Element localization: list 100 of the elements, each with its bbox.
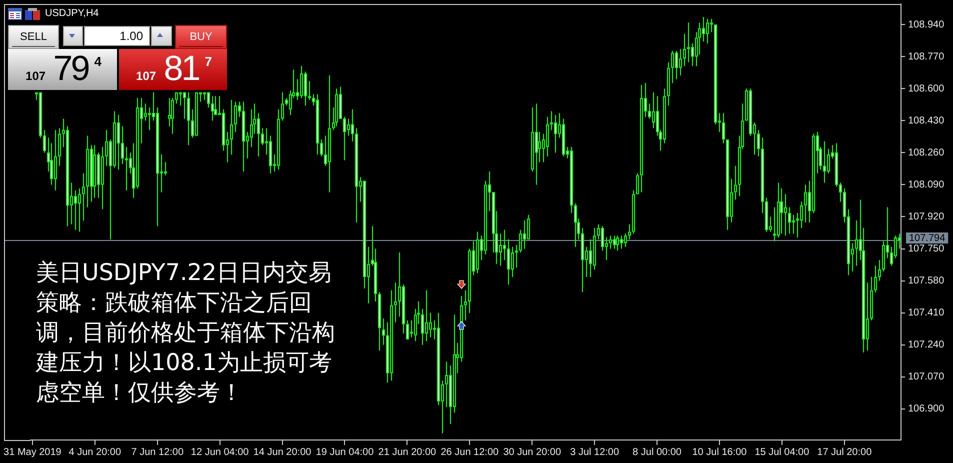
candlestick <box>179 92 182 106</box>
candlestick <box>351 108 354 142</box>
candlestick <box>39 92 42 138</box>
candlestick <box>105 130 108 166</box>
candlestick <box>554 114 557 154</box>
candlestick <box>777 182 780 238</box>
candlestick <box>308 80 311 100</box>
candlestick <box>171 98 174 134</box>
candlestick <box>702 16 705 42</box>
candlestick <box>878 260 881 282</box>
y-tick-label: 108.770 <box>908 51 945 62</box>
candlestick <box>784 194 787 236</box>
candlestick <box>722 112 725 144</box>
chart-title: USDJPY,H4 <box>45 8 99 20</box>
candlestick <box>402 284 405 334</box>
candlestick <box>390 290 393 382</box>
candlestick <box>320 138 323 157</box>
candlestick <box>148 106 151 131</box>
sell-button: SELL <box>8 25 59 49</box>
candlestick <box>812 133 815 214</box>
candlestick <box>168 98 171 127</box>
candlestick <box>679 48 682 76</box>
candlestick <box>663 88 666 144</box>
candlestick <box>734 165 737 200</box>
candlestick <box>207 92 210 108</box>
candlestick <box>425 290 428 342</box>
candlestick <box>113 110 116 168</box>
candlestick <box>765 197 768 232</box>
candlestick <box>562 118 565 157</box>
candlestick <box>870 276 873 321</box>
candlestick <box>230 99 233 156</box>
x-tick-label: 31 May 2019 <box>4 446 62 458</box>
candlestick <box>675 50 678 80</box>
candlestick <box>726 138 729 230</box>
candlestick <box>550 110 553 131</box>
candlestick <box>453 314 456 414</box>
candlestick <box>195 92 198 136</box>
candlestick <box>499 233 502 266</box>
candlestick <box>406 320 409 340</box>
candlestick <box>527 214 530 240</box>
buy-button: BUY <box>175 25 227 49</box>
candlestick <box>710 18 713 33</box>
candlestick <box>66 126 69 227</box>
candlestick <box>749 88 752 136</box>
y-tick-label: 108.090 <box>908 179 945 190</box>
x-tick-label: 10 Jul 16:00 <box>692 446 748 458</box>
candlestick <box>304 71 307 106</box>
candlestick <box>780 188 783 234</box>
candlestick <box>835 142 838 188</box>
candlestick <box>394 282 397 323</box>
candlestick <box>183 92 186 120</box>
candlestick <box>671 50 674 84</box>
y-tick-label: 107.750 <box>908 244 945 255</box>
x-tick-label: 30 Jun 20:00 <box>503 446 562 458</box>
candlestick <box>101 146 104 210</box>
x-tick-label: 7 Jun 12:00 <box>131 446 184 458</box>
candlestick <box>620 235 623 250</box>
y-tick-label: 108.430 <box>908 115 945 126</box>
candlestick <box>636 172 639 195</box>
candlestick <box>339 86 342 120</box>
candlestick <box>823 140 826 184</box>
candlestick <box>535 103 538 186</box>
candlestick <box>429 312 432 338</box>
candlestick <box>464 290 467 321</box>
buy-price-box: 107 81$^{7}$ <box>119 49 227 90</box>
candlestick <box>328 74 331 193</box>
y-tick-label: 107.920 <box>908 211 945 222</box>
x-tick-label: 21 Jun 20:00 <box>378 446 437 458</box>
candlestick <box>507 238 510 286</box>
candlestick <box>538 131 541 163</box>
candlestick <box>355 128 358 223</box>
candlestick <box>82 172 85 221</box>
x-tick-label: 19 Jun 04:00 <box>316 446 374 458</box>
candlestick <box>343 116 346 161</box>
candlestick <box>515 244 518 268</box>
candlestick <box>882 240 885 272</box>
candlestick <box>706 18 709 44</box>
candlestick <box>511 246 514 278</box>
candlestick <box>269 135 272 174</box>
candlestick <box>546 116 549 157</box>
candlestick <box>378 292 381 351</box>
candlestick <box>54 130 57 191</box>
candlestick <box>363 180 366 289</box>
candlestick <box>609 235 612 250</box>
candlestick <box>601 226 604 252</box>
candlestick <box>648 103 651 120</box>
candlestick <box>78 188 81 232</box>
candlestick <box>714 24 717 125</box>
candlestick <box>86 135 89 208</box>
candlestick <box>74 190 77 230</box>
candlestick <box>421 308 424 346</box>
y-tick-label: 108.260 <box>908 147 945 158</box>
candlestick <box>519 229 522 254</box>
candlestick <box>632 190 635 234</box>
candlestick <box>445 361 448 408</box>
candlestick <box>437 312 440 406</box>
candlestick <box>503 229 506 261</box>
candlestick <box>531 106 534 172</box>
candlestick <box>281 92 284 122</box>
candlestick <box>652 92 655 129</box>
